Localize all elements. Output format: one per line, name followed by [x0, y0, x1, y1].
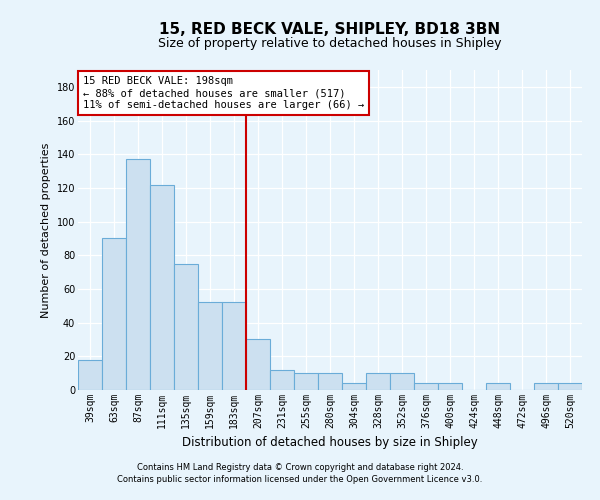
Bar: [222, 302, 246, 390]
Bar: [198, 302, 222, 390]
Text: 15, RED BECK VALE, SHIPLEY, BD18 3BN: 15, RED BECK VALE, SHIPLEY, BD18 3BN: [160, 22, 500, 38]
Bar: [558, 384, 582, 390]
Bar: [294, 373, 318, 390]
Bar: [438, 384, 462, 390]
Y-axis label: Number of detached properties: Number of detached properties: [41, 142, 51, 318]
Bar: [414, 384, 438, 390]
Text: 15 RED BECK VALE: 198sqm
← 88% of detached houses are smaller (517)
11% of semi-: 15 RED BECK VALE: 198sqm ← 88% of detach…: [83, 76, 364, 110]
Bar: [246, 340, 270, 390]
Bar: [486, 384, 510, 390]
Bar: [126, 160, 150, 390]
X-axis label: Distribution of detached houses by size in Shipley: Distribution of detached houses by size …: [182, 436, 478, 450]
Text: Size of property relative to detached houses in Shipley: Size of property relative to detached ho…: [158, 38, 502, 51]
Text: Contains public sector information licensed under the Open Government Licence v3: Contains public sector information licen…: [118, 475, 482, 484]
Bar: [150, 184, 174, 390]
Bar: [270, 370, 294, 390]
Bar: [102, 238, 126, 390]
Bar: [390, 373, 414, 390]
Text: Contains HM Land Registry data © Crown copyright and database right 2024.: Contains HM Land Registry data © Crown c…: [137, 464, 463, 472]
Bar: [78, 360, 102, 390]
Bar: [534, 384, 558, 390]
Bar: [318, 373, 342, 390]
Bar: [174, 264, 198, 390]
Bar: [342, 384, 366, 390]
Bar: [366, 373, 390, 390]
